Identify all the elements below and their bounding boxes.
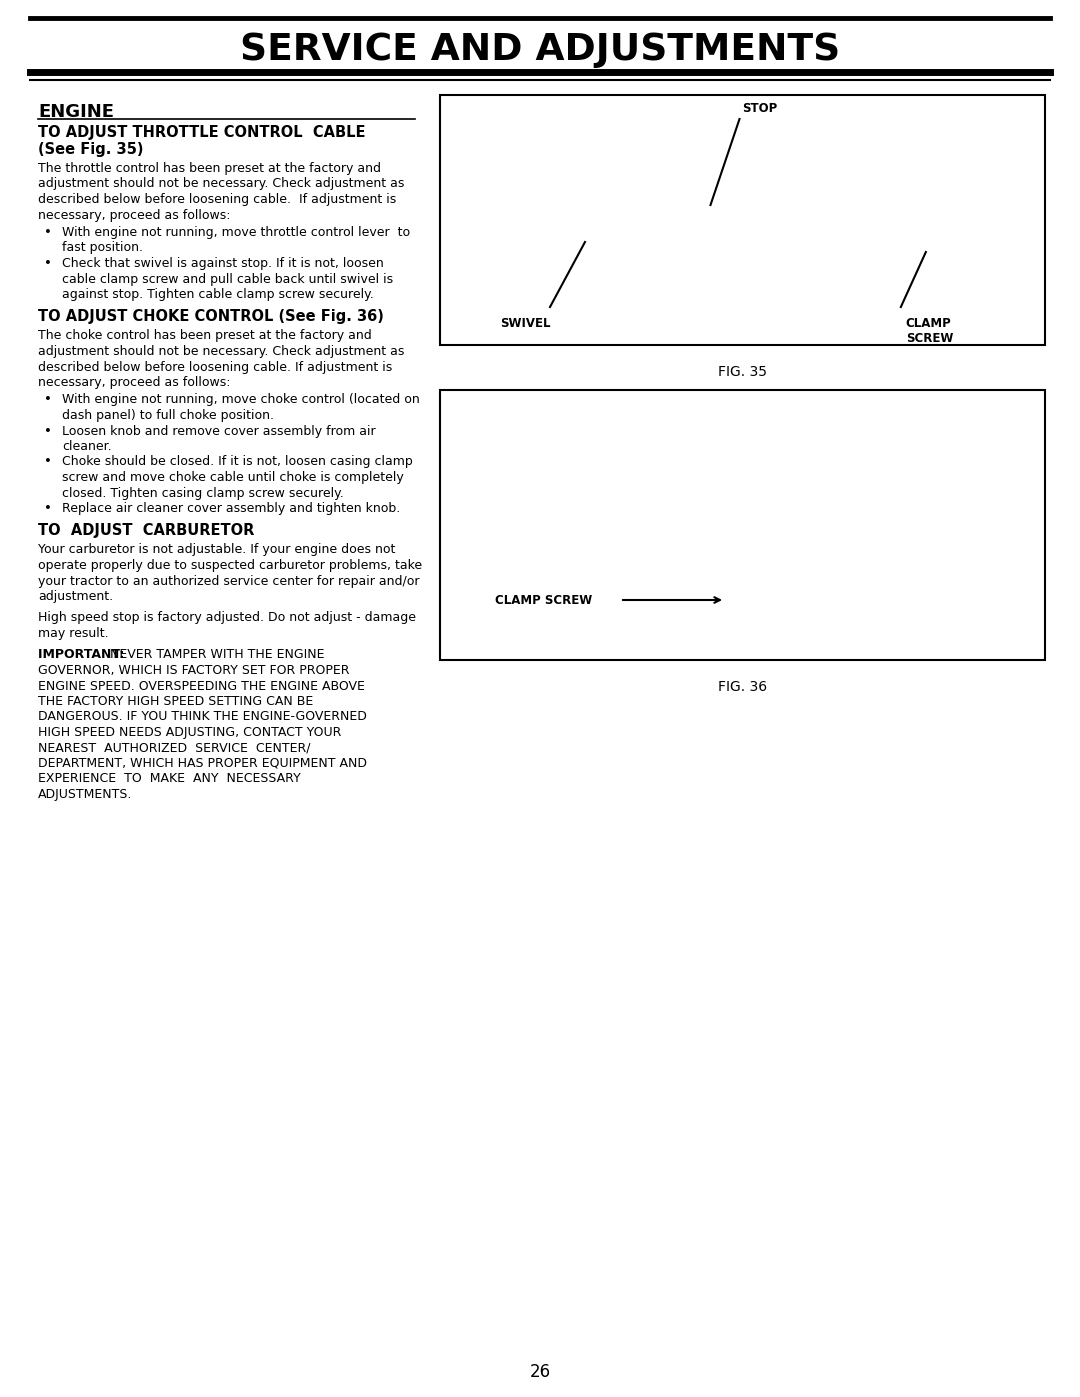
Text: against stop. Tighten cable clamp screw securely.: against stop. Tighten cable clamp screw … [62,288,374,300]
Text: Check that swivel is against stop. If it is not, loosen: Check that swivel is against stop. If it… [62,257,383,270]
Text: •: • [44,394,52,407]
Text: your tractor to an authorized service center for repair and/or: your tractor to an authorized service ce… [38,574,419,588]
Text: 26: 26 [529,1363,551,1382]
Text: DANGEROUS. IF YOU THINK THE ENGINE-GOVERNED: DANGEROUS. IF YOU THINK THE ENGINE-GOVER… [38,711,367,724]
Text: •: • [44,226,52,239]
Text: Choke should be closed. If it is not, loosen casing clamp: Choke should be closed. If it is not, lo… [62,455,413,468]
Text: SERVICE AND ADJUSTMENTS: SERVICE AND ADJUSTMENTS [240,32,840,68]
Text: screw and move choke cable until choke is completely: screw and move choke cable until choke i… [62,471,404,483]
Text: THE FACTORY HIGH SPEED SETTING CAN BE: THE FACTORY HIGH SPEED SETTING CAN BE [38,694,313,708]
Text: cleaner.: cleaner. [62,440,111,453]
Text: adjustment should not be necessary. Check adjustment as: adjustment should not be necessary. Chec… [38,345,404,358]
Text: adjustment.: adjustment. [38,590,113,604]
Text: •: • [44,257,52,270]
Text: FIG. 36: FIG. 36 [718,680,767,694]
Text: dash panel) to full choke position.: dash panel) to full choke position. [62,409,274,422]
Text: TO  ADJUST  CARBURETOR: TO ADJUST CARBURETOR [38,524,255,538]
Text: operate properly due to suspected carburetor problems, take: operate properly due to suspected carbur… [38,559,422,571]
Text: (See Fig. 35): (See Fig. 35) [38,142,144,156]
Text: IMPORTANT:: IMPORTANT: [38,648,129,662]
Text: ENGINE SPEED. OVERSPEEDING THE ENGINE ABOVE: ENGINE SPEED. OVERSPEEDING THE ENGINE AB… [38,679,365,693]
Text: TO ADJUST THROTTLE CONTROL  CABLE: TO ADJUST THROTTLE CONTROL CABLE [38,124,365,140]
Text: necessary, proceed as follows:: necessary, proceed as follows: [38,208,230,222]
Text: EXPERIENCE  TO  MAKE  ANY  NECESSARY: EXPERIENCE TO MAKE ANY NECESSARY [38,773,300,785]
Text: With engine not running, move throttle control lever  to: With engine not running, move throttle c… [62,226,410,239]
Text: described below before loosening cable. If adjustment is: described below before loosening cable. … [38,360,392,373]
Bar [440,95,1045,345]
Text: NEAREST  AUTHORIZED  SERVICE  CENTER/: NEAREST AUTHORIZED SERVICE CENTER/ [38,742,311,754]
Text: HIGH SPEED NEEDS ADJUSTING, CONTACT YOUR: HIGH SPEED NEEDS ADJUSTING, CONTACT YOUR [38,726,341,739]
Text: The throttle control has been preset at the factory and: The throttle control has been preset at … [38,162,381,175]
Text: necessary, proceed as follows:: necessary, proceed as follows: [38,376,230,388]
Text: fast position.: fast position. [62,242,143,254]
Text: With engine not running, move choke control (located on: With engine not running, move choke cont… [62,394,420,407]
Text: Loosen knob and remove cover assembly from air: Loosen knob and remove cover assembly fr… [62,425,376,437]
Text: High speed stop is factory adjusted. Do not adjust - damage: High speed stop is factory adjusted. Do … [38,612,416,624]
Text: •: • [44,425,52,437]
Text: Replace air cleaner cover assembly and tighten knob.: Replace air cleaner cover assembly and t… [62,502,401,515]
Text: STOP: STOP [743,102,778,115]
Text: ENGINE: ENGINE [38,103,114,122]
Text: may result.: may result. [38,627,109,640]
Text: The choke control has been preset at the factory and: The choke control has been preset at the… [38,330,372,342]
Text: ADJUSTMENTS.: ADJUSTMENTS. [38,788,133,800]
Text: adjustment should not be necessary. Check adjustment as: adjustment should not be necessary. Chec… [38,177,404,190]
Text: closed. Tighten casing clamp screw securely.: closed. Tighten casing clamp screw secur… [62,486,343,500]
Text: described below before loosening cable.  If adjustment is: described below before loosening cable. … [38,193,396,205]
Text: •: • [44,502,52,515]
Text: TO ADJUST CHOKE CONTROL (See Fig. 36): TO ADJUST CHOKE CONTROL (See Fig. 36) [38,310,383,324]
Text: SWIVEL: SWIVEL [500,317,551,330]
Text: CLAMP
SCREW: CLAMP SCREW [906,317,954,345]
Text: CLAMP SCREW: CLAMP SCREW [495,594,592,606]
Text: FIG. 35: FIG. 35 [718,365,767,379]
Text: cable clamp screw and pull cable back until swivel is: cable clamp screw and pull cable back un… [62,272,393,285]
Text: GOVERNOR, WHICH IS FACTORY SET FOR PROPER: GOVERNOR, WHICH IS FACTORY SET FOR PROPE… [38,664,350,678]
Text: NEVER TAMPER WITH THE ENGINE: NEVER TAMPER WITH THE ENGINE [110,648,324,662]
Text: •: • [44,455,52,468]
Bar [440,390,1045,659]
Text: DEPARTMENT, WHICH HAS PROPER EQUIPMENT AND: DEPARTMENT, WHICH HAS PROPER EQUIPMENT A… [38,757,367,770]
Text: Your carburetor is not adjustable. If your engine does not: Your carburetor is not adjustable. If yo… [38,543,395,556]
